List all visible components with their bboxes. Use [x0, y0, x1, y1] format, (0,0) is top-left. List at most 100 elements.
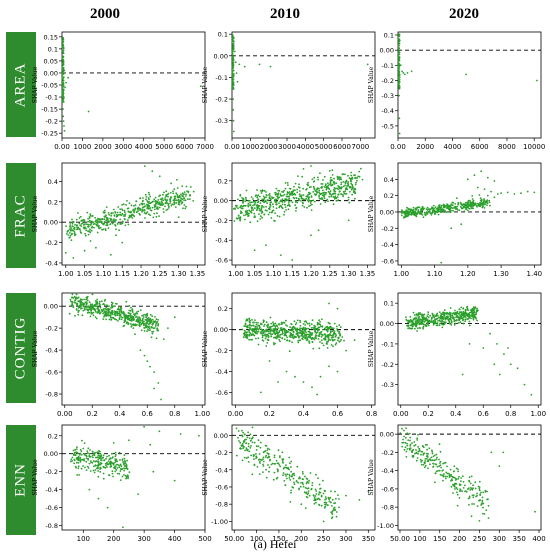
- data-point: [151, 323, 154, 326]
- data-point: [250, 211, 253, 214]
- data-point: [434, 206, 437, 209]
- data-point: [411, 321, 414, 323]
- data-point: [405, 215, 407, 218]
- data-point: [133, 204, 135, 207]
- data-point: [478, 205, 481, 208]
- data-point: [335, 511, 338, 513]
- data-point: [399, 432, 402, 434]
- data-point: [200, 85, 202, 88]
- data-point: [445, 211, 448, 214]
- data-point: [111, 302, 114, 305]
- data-point: [261, 330, 264, 333]
- data-point: [94, 216, 96, 219]
- data-point: [69, 234, 72, 237]
- data-point: [490, 451, 493, 454]
- x-tick-label: 6000: [471, 143, 489, 151]
- data-point: [125, 463, 128, 466]
- data-point: [259, 326, 261, 329]
- data-point: [502, 451, 505, 454]
- data-point: [455, 319, 458, 321]
- data-point: [294, 329, 297, 331]
- data-point: [124, 474, 127, 477]
- data-point: [112, 208, 115, 211]
- data-point: [296, 201, 299, 204]
- data-point: [128, 471, 131, 474]
- data-point: [161, 201, 164, 204]
- data-point: [419, 458, 422, 461]
- y-tick-label: -0.1: [215, 74, 228, 82]
- data-point: [264, 337, 267, 340]
- data-point: [426, 452, 428, 455]
- data-point: [335, 199, 338, 202]
- data-point: [457, 316, 460, 319]
- data-point: [293, 320, 296, 323]
- data-point: [262, 465, 265, 467]
- data-point: [445, 313, 448, 315]
- data-point: [78, 474, 80, 476]
- data-point: [318, 347, 321, 350]
- data-point: [114, 470, 117, 473]
- data-point: [286, 191, 289, 194]
- data-point: [173, 188, 176, 191]
- data-point: [100, 459, 103, 461]
- data-point: [333, 506, 336, 509]
- data-point: [291, 194, 294, 196]
- data-point: [467, 497, 470, 500]
- data-point: [79, 452, 82, 455]
- data-point: [420, 461, 422, 463]
- data-point: [480, 504, 483, 506]
- data-point: [459, 311, 461, 314]
- data-point: [498, 373, 501, 376]
- data-point: [338, 331, 341, 333]
- data-point: [251, 338, 254, 341]
- data-point: [62, 90, 64, 93]
- data-point: [166, 199, 169, 201]
- data-point: [308, 341, 311, 344]
- data-point: [170, 182, 173, 185]
- data-point: [474, 481, 477, 484]
- data-point: [417, 210, 420, 213]
- data-point: [327, 339, 330, 342]
- data-point: [339, 334, 341, 337]
- data-point: [250, 201, 253, 204]
- data-point: [95, 305, 97, 308]
- data-point: [439, 473, 442, 476]
- data-point: [534, 510, 536, 513]
- data-point: [151, 331, 153, 333]
- data-point: [367, 490, 370, 493]
- data-point: [287, 184, 289, 187]
- data-point: [149, 443, 152, 446]
- data-point: [115, 469, 118, 471]
- x-tick-label: 1.10: [266, 270, 282, 278]
- data-point: [427, 311, 430, 314]
- data-point: [234, 61, 237, 64]
- data-point: [76, 446, 78, 449]
- data-point: [252, 321, 254, 324]
- data-point: [409, 315, 412, 318]
- data-point: [458, 475, 460, 478]
- data-point: [438, 469, 441, 472]
- data-point: [154, 325, 157, 327]
- data-point: [271, 329, 273, 332]
- data-point: [305, 491, 308, 494]
- data-point: [411, 449, 414, 452]
- data-point: [411, 323, 414, 325]
- data-point: [432, 207, 435, 210]
- data-point: [121, 212, 124, 215]
- data-point: [132, 214, 135, 217]
- data-point: [470, 207, 473, 210]
- data-point: [62, 88, 65, 91]
- data-point: [71, 229, 73, 231]
- data-point: [444, 205, 447, 208]
- data-point: [106, 217, 109, 220]
- data-point: [145, 212, 148, 215]
- data-point: [78, 228, 80, 230]
- data-point: [282, 474, 284, 477]
- data-point: [238, 440, 240, 442]
- data-point: [496, 193, 499, 195]
- panel-frac-2000: 1.00 1.05 1.10 1.15 1.20 1.25 1.30 1.350.40.20.…: [32, 162, 206, 278]
- data-point: [454, 203, 457, 205]
- data-point: [146, 330, 149, 333]
- data-point: [337, 193, 340, 196]
- data-point: [419, 312, 421, 314]
